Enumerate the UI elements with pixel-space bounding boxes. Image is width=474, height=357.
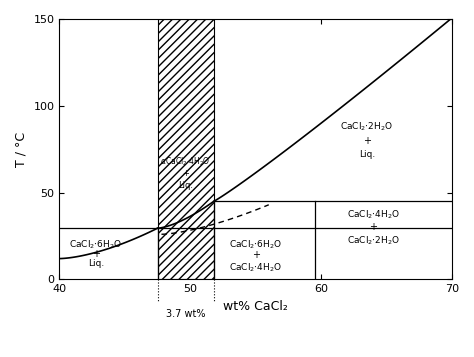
Text: CaCl$_2$$\cdot$6H$_2$O: CaCl$_2$$\cdot$6H$_2$O xyxy=(229,238,282,251)
Text: CaCl$_2$$\cdot$2H$_2$O: CaCl$_2$$\cdot$2H$_2$O xyxy=(340,120,393,133)
X-axis label: wt% CaCl₂: wt% CaCl₂ xyxy=(223,300,288,313)
Text: Liq.: Liq. xyxy=(359,150,375,159)
Text: +: + xyxy=(252,250,260,260)
Text: 3.7 wt%: 3.7 wt% xyxy=(166,309,205,319)
Text: Liq.: Liq. xyxy=(88,259,104,268)
Text: $\alpha$CaCl$_2$$\cdot$4H$_2$O: $\alpha$CaCl$_2$$\cdot$4H$_2$O xyxy=(161,155,211,168)
Bar xyxy=(157,19,214,280)
Text: +: + xyxy=(92,249,100,259)
Text: CaCl$_2$$\cdot$4H$_2$O: CaCl$_2$$\cdot$4H$_2$O xyxy=(229,261,282,273)
Y-axis label: T / °C: T / °C xyxy=(15,132,28,167)
Text: +: + xyxy=(182,169,189,178)
Text: CaCl$_2$$\cdot$6H$_2$O: CaCl$_2$$\cdot$6H$_2$O xyxy=(70,238,123,251)
Text: +: + xyxy=(369,222,377,232)
Text: CaCl$_2$$\cdot$4H$_2$O: CaCl$_2$$\cdot$4H$_2$O xyxy=(347,209,400,221)
Text: CaCl$_2$$\cdot$2H$_2$O: CaCl$_2$$\cdot$2H$_2$O xyxy=(347,235,400,247)
Text: Liq.: Liq. xyxy=(178,181,193,190)
Text: +: + xyxy=(363,136,371,146)
